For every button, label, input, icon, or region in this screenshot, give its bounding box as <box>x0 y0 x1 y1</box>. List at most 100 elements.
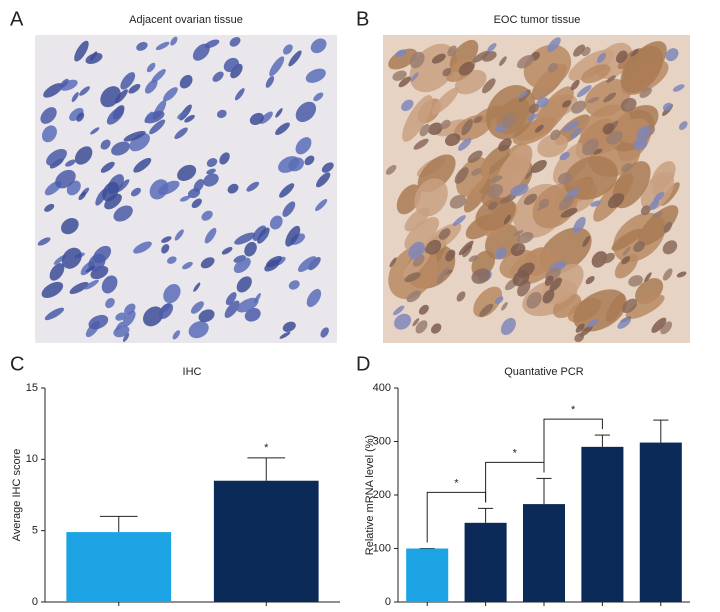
cell-nucleus <box>452 215 466 227</box>
cell-nucleus <box>628 275 643 287</box>
cell-nucleus <box>275 122 290 135</box>
cell-nucleus <box>523 193 538 206</box>
bar <box>66 532 172 602</box>
cell-nucleus <box>431 323 442 334</box>
cell-nucleus <box>229 36 241 47</box>
cell-nucleus <box>388 48 418 70</box>
cell-nucleus <box>606 75 616 83</box>
cell-nucleus <box>113 325 130 338</box>
cell-nucleus <box>174 229 184 241</box>
cell-nucleus <box>456 291 466 302</box>
image-title: Adjacent ovarian tissue <box>129 14 243 26</box>
cell-nucleus <box>542 289 555 304</box>
cell-nucleus <box>198 309 215 323</box>
cell-nucleus <box>200 257 215 269</box>
bar <box>213 480 319 602</box>
cell-nucleus <box>259 111 273 124</box>
cell-nucleus <box>676 271 687 278</box>
cell-nucleus <box>547 37 561 53</box>
cell-nucleus <box>279 183 295 198</box>
panel-letter: B <box>356 8 369 30</box>
cell-nucleus <box>151 69 166 83</box>
cell-nucleus <box>431 53 446 64</box>
cell-nucleus <box>638 205 679 246</box>
cell-nucleus <box>120 72 136 90</box>
cell-nucleus <box>473 286 503 318</box>
cell-nucleus <box>136 41 148 51</box>
cell-nucleus <box>113 205 133 222</box>
cell-nucleus <box>60 78 69 88</box>
cell-nucleus <box>488 201 498 211</box>
cell-nucleus <box>111 141 131 156</box>
cell-nucleus <box>614 254 638 279</box>
cell-nucleus <box>225 292 237 306</box>
cell-nucleus <box>265 75 275 88</box>
cell-nucleus <box>216 109 227 119</box>
panel-letter: A <box>10 8 24 30</box>
cell-nucleus <box>632 138 648 151</box>
cell-nucleus <box>456 157 490 197</box>
cell-nucleus <box>410 72 419 82</box>
cell-nucleus <box>617 317 632 329</box>
cell-nucleus <box>517 91 528 99</box>
cell-nucleus <box>279 331 291 339</box>
cell-nucleus <box>653 191 665 202</box>
cell-nucleus <box>128 83 141 94</box>
cell-nucleus <box>61 247 82 269</box>
cell-nucleus <box>143 306 164 327</box>
cell-nucleus <box>639 87 652 98</box>
cell-nucleus <box>495 246 507 260</box>
cell-nucleus <box>244 241 257 257</box>
cell-nucleus <box>419 123 430 137</box>
cell-nucleus <box>418 304 429 315</box>
cell-nucleus <box>557 172 573 185</box>
cell-nucleus <box>558 195 574 211</box>
cell-nucleus <box>259 233 269 242</box>
cell-nucleus <box>44 307 65 321</box>
cell-nucleus <box>494 296 504 304</box>
cell-nucleus <box>499 195 517 204</box>
bar <box>464 522 507 602</box>
cell-nucleus <box>487 184 503 199</box>
cell-nucleus <box>585 275 595 285</box>
cell-nucleus <box>603 92 616 103</box>
cell-nucleus <box>587 96 600 104</box>
cell-nucleus <box>570 79 580 91</box>
cell-nucleus <box>395 49 407 57</box>
cell-nucleus <box>413 138 429 150</box>
cell-nucleus <box>396 184 422 215</box>
cell-nucleus <box>415 320 428 334</box>
significance-bracket <box>485 461 545 503</box>
cell-nucleus <box>587 318 599 328</box>
cell-nucleus <box>123 130 146 142</box>
cell-nucleus <box>570 127 581 139</box>
cell-nucleus <box>482 78 496 94</box>
cell-nucleus <box>223 57 239 72</box>
cell-nucleus <box>412 318 420 327</box>
cell-nucleus <box>591 251 608 268</box>
cell-nucleus <box>269 215 283 230</box>
cell-nucleus <box>184 114 195 123</box>
cell-nucleus <box>549 277 562 292</box>
cell-nucleus <box>79 86 90 96</box>
cell-nucleus <box>438 228 451 240</box>
cell-nucleus <box>285 225 301 247</box>
cell-nucleus <box>264 259 280 272</box>
cell-nucleus <box>640 205 651 216</box>
cell-nucleus <box>436 270 447 285</box>
cell-nucleus <box>513 230 524 237</box>
cell-nucleus <box>398 76 412 88</box>
cell-nucleus <box>106 106 125 125</box>
cell-nucleus <box>278 156 300 173</box>
cell-nucleus <box>161 236 172 243</box>
cell-nucleus <box>517 231 534 244</box>
significance-mark: * <box>571 404 576 416</box>
cell-nucleus <box>512 118 555 145</box>
cell-nucleus <box>146 62 156 73</box>
cell-nucleus <box>644 272 652 283</box>
cell-nucleus <box>662 268 673 281</box>
cell-nucleus <box>500 317 516 335</box>
cell-nucleus <box>61 217 79 235</box>
y-tick-label: 100 <box>373 542 391 554</box>
cell-nucleus <box>471 168 482 176</box>
